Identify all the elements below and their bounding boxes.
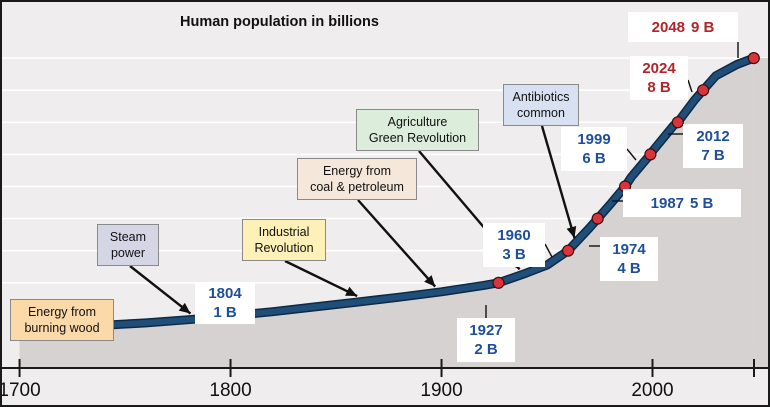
annotation-box: Energy from burning wood — [10, 299, 114, 341]
milestone-label: 1927 2 B — [457, 318, 515, 362]
milestone-dot — [492, 276, 505, 289]
annotation-text: coal & petroleum — [310, 180, 404, 194]
annotation-text: common — [517, 106, 565, 120]
milestone-population: 6 B — [582, 150, 606, 167]
milestone-dot — [591, 212, 604, 225]
milestone-population: 4 B — [617, 260, 641, 277]
annotation-box: Steam power — [97, 224, 159, 266]
annotation-text: Steam — [109, 230, 147, 244]
annotation-arrow — [284, 259, 358, 298]
annotation-text: Agriculture — [387, 115, 448, 129]
milestone-dot — [644, 148, 657, 161]
chart-title: Human population in billions — [180, 14, 379, 30]
annotation-arrowhead — [566, 226, 577, 238]
x-tick-label: 2000 — [631, 380, 673, 401]
x-tick-label: 1700 — [2, 380, 41, 401]
annotation-box: Agriculture Green Revolution — [356, 109, 479, 151]
milestone-label: 1974 4 B — [600, 237, 658, 281]
milestone-population: 3 B — [502, 246, 526, 263]
area-fill-end — [753, 58, 768, 367]
milestone-dot — [747, 51, 760, 65]
area-fill — [19, 58, 757, 367]
annotation-arrow — [129, 265, 192, 315]
milestone-year: 1960 — [497, 227, 531, 244]
milestone-label: 2048 9 B — [628, 12, 738, 42]
milestone-population: 2 B — [474, 341, 498, 358]
annotation-arrowhead — [345, 286, 358, 297]
milestone-year: 2024 — [642, 60, 676, 77]
milestone-dot — [671, 116, 684, 129]
annotation-box: Antibiotics common — [503, 84, 579, 126]
milestone-leader — [687, 79, 693, 93]
x-tick-label: 1800 — [209, 380, 251, 401]
milestone-population: 9 B — [691, 18, 715, 36]
annotation-text: power — [110, 246, 146, 260]
milestone-label: 2012 7 B — [683, 124, 743, 168]
milestone-year: 2048 — [651, 18, 686, 36]
milestone-population: 8 B — [647, 79, 671, 96]
annotation-text: Energy from — [27, 305, 97, 319]
annotation-text: Energy from — [322, 164, 392, 178]
milestone-leader — [544, 243, 553, 258]
milestone-label: 1987 5 B — [623, 189, 741, 217]
annotation-text: Green Revolution — [368, 131, 467, 145]
milestone-year: 2012 — [696, 128, 730, 145]
milestone-label: 1804 1 B — [195, 282, 255, 324]
annotation-text: Revolution — [254, 241, 314, 255]
annotation-arrowhead — [178, 302, 191, 314]
annotation-text: burning wood — [24, 321, 100, 335]
milestone-dot — [562, 244, 575, 257]
milestone-label: 1999 6 B — [561, 127, 627, 171]
annotation-arrow — [357, 199, 437, 288]
milestone-population: 5 B — [690, 194, 714, 212]
milestone-population: 7 B — [701, 147, 725, 164]
annotation-text: Antibiotics — [512, 90, 570, 104]
milestone-dot — [697, 84, 710, 97]
annotation-text: Industrial — [258, 225, 310, 239]
milestone-year: 1999 — [577, 131, 611, 148]
milestone-year: 1927 — [469, 322, 503, 339]
milestone-label: 1960 3 B — [483, 223, 545, 267]
x-tick-label: 1900 — [420, 380, 462, 401]
milestone-year: 1804 — [208, 285, 242, 302]
milestone-population: 1 B — [213, 304, 237, 321]
milestone-label: 2024 8 B — [630, 56, 688, 100]
milestone-leader — [626, 148, 637, 161]
milestone-year: 1974 — [612, 241, 646, 258]
annotation-box: Energy from coal & petroleum — [297, 158, 417, 200]
milestone-year: 1987 — [650, 194, 685, 212]
annotation-arrow — [540, 125, 576, 239]
annotation-arrowhead — [424, 275, 436, 287]
annotation-box: Industrial Revolution — [242, 219, 326, 261]
